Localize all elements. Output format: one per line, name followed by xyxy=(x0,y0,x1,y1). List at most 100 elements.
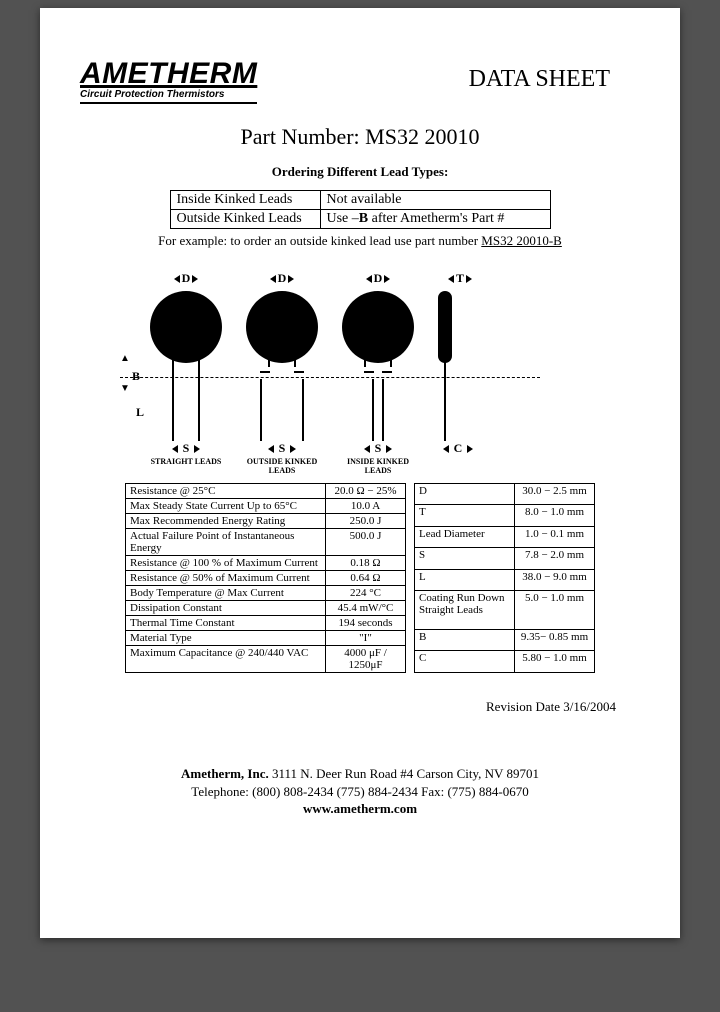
table-row: C5.80 − 1.0 mm xyxy=(415,651,595,673)
table-row: S7.8 − 2.0 mm xyxy=(415,548,595,569)
logo-text: AMETHERM xyxy=(80,60,257,87)
example-text: For example: to order an outside kinked … xyxy=(80,233,640,249)
thermistor-sideview xyxy=(438,291,452,363)
spec-value: 45.4 mW/°C xyxy=(326,601,406,616)
spec-key: S xyxy=(415,548,515,569)
arrow-down-icon: ▼ xyxy=(120,383,130,394)
thermistor-diagram: D D D T xyxy=(120,265,600,475)
datasheet-page: AMETHERM Circuit Protection Thermistors … xyxy=(40,8,680,938)
lead-types-table: Inside Kinked Leads Not available Outsid… xyxy=(170,190,551,229)
spec-key: Dissipation Constant xyxy=(126,601,326,616)
spec-value: 5.0 − 1.0 mm xyxy=(515,591,595,630)
dim-l: L xyxy=(136,405,144,420)
spec-key: Lead Diameter xyxy=(415,526,515,547)
spec-key: Thermal Time Constant xyxy=(126,616,326,631)
dim-d: D xyxy=(150,271,222,286)
table-row: T8.0 − 1.0 mm xyxy=(415,505,595,526)
dim-b: B xyxy=(132,369,140,384)
table-row: D30.0 − 2.5 mm xyxy=(415,484,595,505)
spec-value: 1.0 − 0.1 mm xyxy=(515,526,595,547)
spec-value: 38.0 − 9.0 mm xyxy=(515,569,595,590)
table-row: L38.0 − 9.0 mm xyxy=(415,569,595,590)
table-row: Outside Kinked Leads Use –B after Amethe… xyxy=(170,210,550,229)
table-row: Lead Diameter1.0 − 0.1 mm xyxy=(415,526,595,547)
dim-s: S xyxy=(342,441,414,456)
spec-key: Actual Failure Point of Instantaneous En… xyxy=(126,529,326,556)
shapes-row xyxy=(150,291,452,363)
spec-key: D xyxy=(415,484,515,505)
label-straight: STRAIGHT LEADS xyxy=(150,458,222,467)
spec-key: Coating Run Down Straight Leads xyxy=(415,591,515,630)
spec-value: 250.0 J xyxy=(326,514,406,529)
table-row: Max Steady State Current Up to 65°C10.0 … xyxy=(126,499,406,514)
spec-key: Material Type xyxy=(126,631,326,646)
table-row: Thermal Time Constant194 seconds xyxy=(126,616,406,631)
header-row: AMETHERM Circuit Protection Thermistors … xyxy=(80,60,640,104)
table-row: Maximum Capacitance @ 240/440 VAC4000 μF… xyxy=(126,646,406,673)
spec-key: L xyxy=(415,569,515,590)
spec-key: Maximum Capacitance @ 240/440 VAC xyxy=(126,646,326,673)
arrow-up-icon: ▲ xyxy=(120,353,130,364)
footer-website: www.ametherm.com xyxy=(80,800,640,818)
example-prefix: For example: to order an outside kinked … xyxy=(158,233,481,248)
dimension-dashed-line xyxy=(120,377,540,378)
company-logo: AMETHERM Circuit Protection Thermistors xyxy=(80,60,257,104)
spec-value: 5.80 − 1.0 mm xyxy=(515,651,595,673)
lead-type-value: Not available xyxy=(320,191,550,210)
table-row: Inside Kinked Leads Not available xyxy=(170,191,550,210)
dim-t: T xyxy=(438,271,482,286)
revision-date: Revision Date 3/16/2004 xyxy=(80,699,616,715)
spec-value: "I" xyxy=(326,631,406,646)
thermistor-straight xyxy=(150,291,222,363)
spec-value: 0.18 Ω xyxy=(326,556,406,571)
dim-s: S xyxy=(246,441,318,456)
ordering-heading: Ordering Different Lead Types: xyxy=(80,164,640,180)
spec-key: Max Steady State Current Up to 65°C xyxy=(126,499,326,514)
top-dimensions: D D D T xyxy=(150,271,600,286)
table-row: Actual Failure Point of Instantaneous En… xyxy=(126,529,406,556)
table-row: Material Type"I" xyxy=(126,631,406,646)
spec-key: C xyxy=(415,651,515,673)
dim-s: S xyxy=(150,441,222,456)
spec-tables: Resistance @ 25°C20.0 Ω − 25%Max Steady … xyxy=(80,483,640,673)
dimension-specs-table: D30.0 − 2.5 mmT8.0 − 1.0 mmLead Diameter… xyxy=(414,483,595,673)
dim-d: D xyxy=(246,271,318,286)
label-outside: OUTSIDE KINKED LEADS xyxy=(246,458,318,476)
part-number: Part Number: MS32 20010 xyxy=(80,124,640,150)
spec-key: Max Recommended Energy Rating xyxy=(126,514,326,529)
lead-type-label: Inside Kinked Leads xyxy=(170,191,320,210)
table-row: Resistance @ 25°C20.0 Ω − 25% xyxy=(126,484,406,499)
example-part-number: MS32 20010-B xyxy=(481,233,562,248)
dim-d: D xyxy=(342,271,414,286)
footer-address: Ametherm, Inc. 3111 N. Deer Run Road #4 … xyxy=(80,765,640,783)
spec-key: B xyxy=(415,630,515,651)
thermistor-outside-kinked xyxy=(246,291,318,363)
footer: Ametherm, Inc. 3111 N. Deer Run Road #4 … xyxy=(80,765,640,818)
spec-value: 4000 μF / 1250μF xyxy=(326,646,406,673)
footer-phone: Telephone: (800) 808-2434 (775) 884-2434… xyxy=(80,783,640,801)
spec-value: 20.0 Ω − 25% xyxy=(326,484,406,499)
spec-value: 224 °C xyxy=(326,586,406,601)
spec-value: 0.64 Ω xyxy=(326,571,406,586)
spec-value: 500.0 J xyxy=(326,529,406,556)
spec-value: 30.0 − 2.5 mm xyxy=(515,484,595,505)
spec-key: Body Temperature @ Max Current xyxy=(126,586,326,601)
table-row: Resistance @ 100 % of Maximum Current0.1… xyxy=(126,556,406,571)
table-row: Resistance @ 50% of Maximum Current0.64 … xyxy=(126,571,406,586)
thermistor-inside-kinked xyxy=(342,291,414,363)
bottom-labels: S STRAIGHT LEADS S OUTSIDE KINKED LEADS … xyxy=(150,441,478,476)
spec-key: T xyxy=(415,505,515,526)
spec-key: Resistance @ 50% of Maximum Current xyxy=(126,571,326,586)
spec-value: 9.35− 0.85 mm xyxy=(515,630,595,651)
lead-type-label: Outside Kinked Leads xyxy=(170,210,320,229)
table-row: B9.35− 0.85 mm xyxy=(415,630,595,651)
dim-c: C xyxy=(438,441,478,456)
table-row: Max Recommended Energy Rating250.0 J xyxy=(126,514,406,529)
label-inside: INSIDE KINKED LEADS xyxy=(342,458,414,476)
spec-value: 10.0 A xyxy=(326,499,406,514)
table-row: Dissipation Constant45.4 mW/°C xyxy=(126,601,406,616)
lead-type-value: Use –B after Ametherm's Part # xyxy=(320,210,550,229)
table-row: Body Temperature @ Max Current224 °C xyxy=(126,586,406,601)
table-row: Coating Run Down Straight Leads5.0 − 1.0… xyxy=(415,591,595,630)
spec-value: 194 seconds xyxy=(326,616,406,631)
